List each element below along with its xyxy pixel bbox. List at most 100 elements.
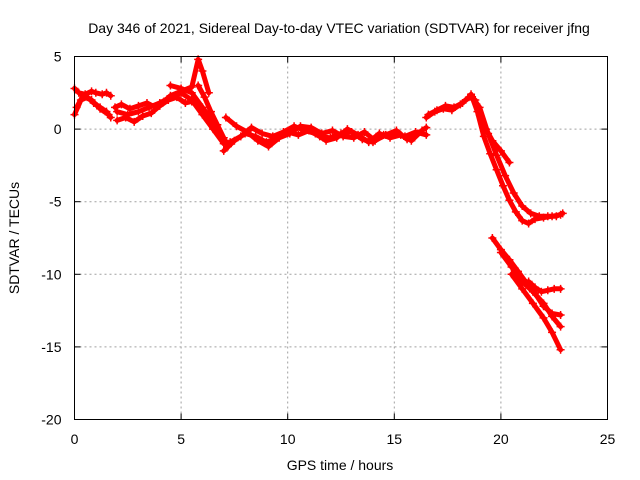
y-tick-label: -10 (41, 266, 61, 282)
data-point-marker (236, 132, 245, 141)
data-point-marker (518, 284, 527, 293)
data-point-marker (123, 110, 132, 119)
data-point-marker (74, 88, 83, 97)
data-point-marker (407, 136, 416, 145)
x-tick-label: 5 (177, 431, 185, 447)
data-point-marker (556, 310, 565, 319)
data-point-marker (479, 132, 488, 141)
data-point-marker (518, 216, 527, 225)
data-point-marker (332, 133, 341, 142)
data-point-marker (247, 123, 256, 132)
data-point-marker (458, 98, 467, 107)
data-point-marker (392, 126, 401, 135)
data-point-marker (422, 123, 431, 132)
data-point-marker (531, 283, 540, 292)
data-point-marker (556, 322, 565, 331)
data-point-marker (258, 129, 267, 138)
data-point-marker (206, 107, 215, 116)
data-point-marker (467, 90, 476, 99)
data-point-marker (219, 146, 228, 155)
data-point-marker (198, 67, 207, 76)
data-point-marker (145, 103, 154, 112)
y-tick-labels: 5 0 -5 -10 -15 -20 (41, 49, 61, 428)
data-point-marker (492, 151, 501, 160)
data-point-marker (102, 88, 111, 97)
data-point-marker (111, 103, 120, 112)
data-point-marker (253, 136, 262, 145)
data-point-marker (539, 299, 548, 308)
data-point-marker (499, 181, 508, 190)
x-axis-title: GPS time / hours (287, 457, 394, 473)
data-point-marker (531, 215, 540, 224)
data-point-marker (432, 106, 441, 115)
data-point-marker (496, 146, 505, 155)
data-point-marker (198, 103, 207, 112)
data-point-marker (166, 93, 175, 102)
data-point-marker (87, 96, 96, 105)
data-point-marker (360, 128, 369, 137)
x-tick-labels: 0 5 10 15 20 25 (71, 431, 616, 447)
data-point-marker (473, 107, 482, 116)
x-tick-label: 0 (71, 431, 79, 447)
data-point-marker (194, 81, 203, 90)
data-point-marker (524, 277, 533, 286)
data-point-marker (268, 132, 277, 141)
data-point-marker (147, 109, 156, 118)
data-point-marker (364, 138, 373, 147)
data-point-marker (418, 126, 427, 135)
data-point-marker (511, 207, 520, 216)
data-point-marker (386, 133, 395, 142)
data-point-marker (279, 128, 288, 137)
data-point-marker (507, 263, 516, 272)
data-point-marker (328, 126, 337, 135)
data-point-marker (505, 158, 514, 167)
plot-frame (74, 56, 608, 420)
x-tick-label: 20 (493, 431, 509, 447)
data-point-marker (187, 88, 196, 97)
data-point-marker (548, 312, 557, 321)
series-layer (70, 55, 567, 354)
grid-lines (74, 56, 608, 420)
data-point-marker (290, 122, 299, 131)
data-point-marker (375, 129, 384, 138)
data-point-marker (300, 126, 309, 135)
data-point-marker (505, 196, 514, 205)
data-point-marker (322, 136, 331, 145)
y-tick-label: 5 (54, 49, 62, 65)
data-point-marker (79, 91, 88, 100)
data-point-marker (96, 104, 105, 113)
data-point-marker (539, 213, 548, 222)
x-tick-label: 15 (387, 431, 403, 447)
data-point-marker (113, 116, 122, 125)
data-point-marker (181, 98, 190, 107)
data-point-marker (226, 138, 235, 147)
data-point-marker (556, 284, 565, 293)
data-point-marker (204, 88, 213, 97)
data-point-marker (539, 313, 548, 322)
data-point-marker (486, 149, 495, 158)
data-point-marker (343, 125, 352, 134)
data-point-marker (294, 130, 303, 139)
data-point-marker (441, 101, 450, 110)
data-point-marker (117, 100, 126, 109)
data-point-marker (106, 91, 115, 100)
data-point-marker (200, 93, 209, 102)
data-point-marker (155, 98, 164, 107)
data-point-marker (518, 202, 527, 211)
data-point-marker (98, 90, 107, 99)
data-point-marker (264, 142, 273, 151)
data-point-marker (72, 103, 81, 112)
data-point-marker (548, 328, 557, 337)
data-point-marker (396, 130, 405, 139)
data-point-marker (87, 87, 96, 96)
data-point-marker (422, 130, 431, 139)
data-point-marker (221, 113, 230, 122)
x-tick-label: 25 (600, 431, 616, 447)
data-point-marker (424, 110, 433, 119)
data-point-marker (177, 84, 186, 93)
y-tick-label: -20 (41, 412, 61, 428)
data-point-marker (501, 171, 510, 180)
data-point-marker (496, 248, 505, 257)
